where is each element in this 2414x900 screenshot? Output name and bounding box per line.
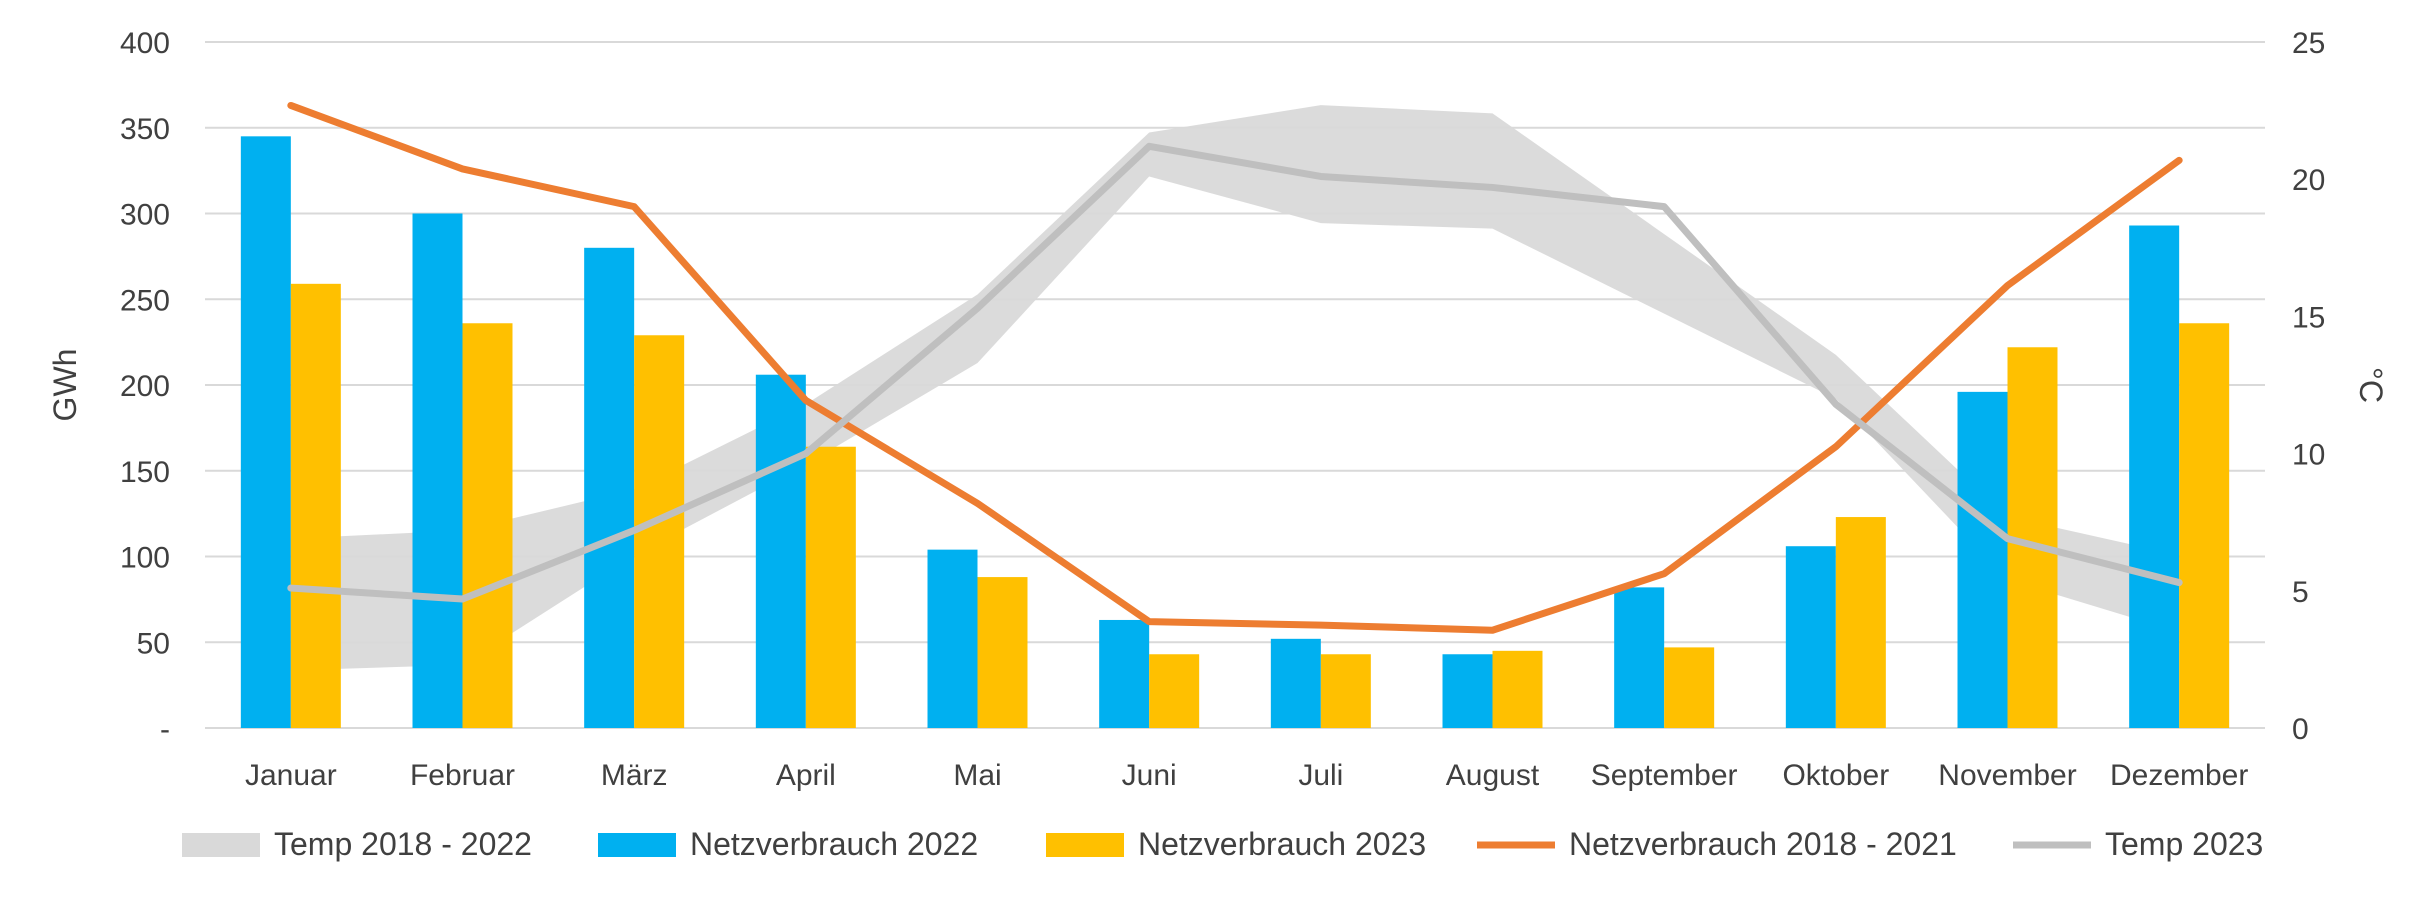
bar-netzverbrauch-2023	[805, 446, 856, 728]
right-axis-ticks: 0 5 10 15 20 25	[2292, 27, 2325, 746]
legend-label: Netzverbrauch 2023	[1138, 826, 1426, 862]
bar-netzverbrauch-2023	[1835, 517, 1886, 728]
bar-netzverbrauch-2023	[2179, 323, 2230, 728]
line-netzverbrauch-2018-2021	[287, 101, 2183, 634]
x-tick-label: Februar	[410, 759, 515, 792]
bar-netzverbrauch-2022	[584, 247, 635, 729]
legend-item: Temp 2018 - 2022	[182, 826, 532, 862]
y-right-tick-label: 0	[2292, 713, 2309, 746]
bar-netzverbrauch-2023	[290, 283, 341, 728]
bar-netzverbrauch-2023	[634, 335, 685, 728]
y-left-tick-label: 250	[120, 284, 170, 317]
legend-label: Temp 2023	[2105, 826, 2263, 862]
bar-netzverbrauch-2023	[1320, 654, 1371, 728]
x-tick-label: Juni	[1122, 759, 1177, 792]
bar-netzverbrauch-2022	[755, 374, 806, 728]
bar-netzverbrauch-2022	[412, 213, 463, 728]
bar-netzverbrauch-2022	[240, 136, 291, 728]
bars-layer	[240, 136, 2230, 729]
y-right-tick-label: 10	[2292, 439, 2325, 472]
y-left-tick-label: 350	[120, 113, 170, 146]
legend-label: Netzverbrauch 2018 - 2021	[1569, 826, 1957, 862]
y-left-tick-label: 50	[137, 627, 170, 660]
bar-netzverbrauch-2022	[927, 549, 978, 728]
bar-netzverbrauch-2022	[1614, 587, 1665, 728]
x-tick-label: Juli	[1298, 759, 1343, 792]
bar-netzverbrauch-2022	[2129, 225, 2180, 728]
bar-netzverbrauch-2022	[1785, 546, 1836, 728]
legend-item: Temp 2023	[2013, 826, 2263, 862]
x-tick-label: Dezember	[2110, 759, 2248, 792]
x-axis-ticks: Januar Februar März April Mai Juni Juli August S…	[245, 759, 2248, 792]
bar-netzverbrauch-2023	[462, 323, 513, 728]
legend-swatch	[182, 833, 260, 857]
y-left-tick-label: 200	[120, 370, 170, 403]
y-right-tick-label: 20	[2292, 164, 2325, 197]
x-tick-label: März	[601, 759, 668, 792]
x-tick-label: April	[776, 759, 836, 792]
line-temp-2023	[287, 142, 2183, 603]
legend-item: Netzverbrauch 2023	[1046, 826, 1426, 862]
legend: Temp 2018 - 2022 Netzverbrauch 2022 Netzve…	[182, 826, 2263, 862]
left-axis-ticks: - 50 100 150 200 250 300 350 400	[120, 27, 170, 746]
legend-item: Netzverbrauch 2022	[598, 826, 978, 862]
y-right-tick-label: 5	[2292, 576, 2309, 609]
y-left-tick-label: 150	[120, 456, 170, 489]
legend-label: Temp 2018 - 2022	[274, 826, 532, 862]
bar-netzverbrauch-2022	[1957, 391, 2008, 728]
y-left-tick-label: 100	[120, 542, 170, 575]
legend-swatch	[598, 833, 676, 857]
bar-netzverbrauch-2023	[977, 577, 1028, 728]
y-left-tick-label: 400	[120, 27, 170, 60]
y-axis-left-title: GWh	[47, 349, 83, 422]
bar-netzverbrauch-2022	[1270, 638, 1321, 728]
bar-netzverbrauch-2022	[1442, 654, 1493, 728]
y-left-tick-label: -	[160, 713, 170, 746]
y-right-tick-label: 15	[2292, 301, 2325, 334]
legend-swatch	[1046, 833, 1124, 857]
y-axis-right-title: °C	[2353, 367, 2389, 403]
bar-netzverbrauch-2023	[1664, 647, 1715, 728]
x-tick-label: Oktober	[1782, 759, 1889, 792]
bar-netzverbrauch-2022	[1099, 619, 1150, 728]
bar-netzverbrauch-2023	[1149, 654, 1200, 728]
x-tick-label: August	[1446, 759, 1540, 792]
legend-item: Netzverbrauch 2018 - 2021	[1477, 826, 1957, 862]
y-left-tick-label: 300	[120, 199, 170, 232]
lines-layer	[287, 101, 2183, 634]
y-right-tick-label: 25	[2292, 27, 2325, 60]
x-tick-label: Mai	[953, 759, 1001, 792]
x-tick-label: September	[1591, 759, 1738, 792]
x-tick-label: Januar	[245, 759, 337, 792]
legend-label: Netzverbrauch 2022	[690, 826, 978, 862]
x-tick-label: November	[1938, 759, 2076, 792]
bar-netzverbrauch-2023	[1492, 650, 1543, 728]
